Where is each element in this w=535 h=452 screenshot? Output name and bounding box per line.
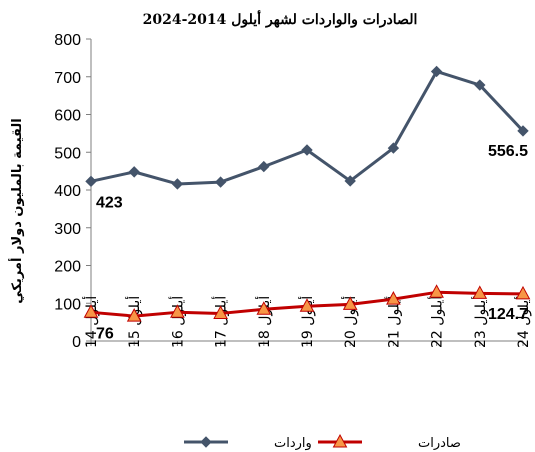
data-point xyxy=(515,285,531,300)
data-point xyxy=(83,304,99,318)
legend-label: صادرات xyxy=(418,436,461,451)
data-point xyxy=(387,142,400,154)
data-point xyxy=(128,166,140,178)
legend-label: واردات xyxy=(274,436,312,451)
chart-title: الصادرات والواردات لشهر أيلول 2014-2024 xyxy=(143,9,418,28)
data-point xyxy=(517,125,529,137)
data-point xyxy=(299,298,315,312)
data-point xyxy=(332,433,348,448)
data-point xyxy=(214,176,227,188)
y-tick-label: 300 xyxy=(54,221,81,238)
y-tick-label: 600 xyxy=(54,108,81,125)
x-tick-label: أيلول 24 xyxy=(514,296,532,348)
y-tick-labels: 0 100 200 300 400 500 600 700 800 xyxy=(54,32,81,351)
legend: واردات صادرات xyxy=(184,433,461,451)
legend-item-exports: صادرات xyxy=(318,433,461,451)
data-point xyxy=(429,284,444,298)
y-tick-label: 0 xyxy=(72,334,81,351)
y-tick-label: 100 xyxy=(54,296,81,313)
x-tick-label: أيلول 22 xyxy=(428,296,446,348)
series-line xyxy=(90,69,525,186)
data-point xyxy=(344,175,356,187)
x-tick-label: أيلول 21 xyxy=(384,296,402,348)
data-point xyxy=(200,436,212,448)
data-point xyxy=(85,175,97,188)
y-tick-label: 700 xyxy=(54,70,81,87)
x-tick-label: أيلول 15 xyxy=(125,296,143,348)
y-axis-label: القيمة بالمليون دولار أمريكي xyxy=(8,118,25,304)
x-tick-labels: أيلول 14أيلول 15أيلول 16أيلول 17أيلول 18… xyxy=(82,296,532,348)
x-tick-label: أيلول 23 xyxy=(471,296,489,348)
data-point xyxy=(213,305,228,319)
y-tick-label: 800 xyxy=(54,32,81,49)
y-tick-label: 500 xyxy=(54,145,81,162)
series-layer: 423 556.5 76 124.7 xyxy=(83,65,531,342)
legend-item-imports: واردات xyxy=(184,436,312,451)
data-label: 423 xyxy=(96,194,123,211)
data-point xyxy=(171,178,184,190)
x-tick-label: أيلول 17 xyxy=(212,296,230,348)
y-tick-label: 200 xyxy=(54,259,81,276)
axes xyxy=(86,38,524,346)
x-tick-label: أيلول 16 xyxy=(168,296,186,348)
y-tick-label: 400 xyxy=(54,183,81,200)
data-point xyxy=(170,304,185,318)
data-point xyxy=(126,308,142,322)
x-tick-label: أيلول 14 xyxy=(82,296,100,348)
data-point xyxy=(301,144,313,156)
data-label: 124.7 xyxy=(488,306,528,323)
data-point xyxy=(256,301,272,315)
data-point xyxy=(430,65,443,78)
series-imports: 423 556.5 xyxy=(85,65,529,211)
data-point xyxy=(472,285,488,299)
data-label: 76 xyxy=(96,325,114,342)
data-point xyxy=(258,160,270,173)
data-point xyxy=(342,296,358,310)
data-point xyxy=(386,291,401,305)
data-point xyxy=(474,79,486,91)
series-exports: 76 124.7 xyxy=(83,284,531,342)
data-label: 556.5 xyxy=(488,143,528,160)
